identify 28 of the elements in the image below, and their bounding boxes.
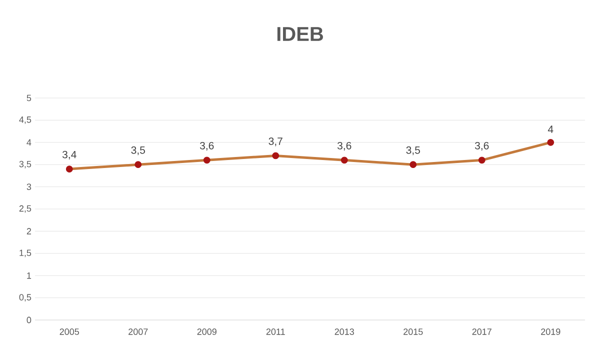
y-tick-label: 2,5 [19,205,32,213]
y-tick-label: 4,5 [19,116,32,124]
data-label: 3,5 [406,146,420,156]
y-tick-label: 1,5 [20,250,32,258]
data-label: 3,7 [268,138,282,146]
x-tick-label: 2011 [266,328,285,335]
x-tick-label: 2009 [197,328,216,335]
y-tick-label: 0 [26,316,32,324]
y-tick-label: 0,5 [19,294,32,302]
x-tick-label: 2013 [334,328,354,335]
y-tick-label: 5 [26,94,32,102]
x-tick-label: 2007 [128,328,148,335]
y-tick-label: 4 [26,139,32,146]
chart-title: IDEB [277,27,323,41]
x-tick-label: 2017 [472,328,492,335]
y-tick-label: 2 [26,228,32,234]
y-tick-label: 3 [26,184,32,190]
data-label: 3,6 [474,142,489,151]
y-tick-label: 1 [27,272,32,279]
x-tick-label: 2015 [404,328,423,335]
data-label: 3,5 [131,146,145,156]
x-tick-label: 2005 [60,328,80,335]
data-label: 4 [548,126,554,133]
data-label: 3,6 [200,142,214,151]
data-label: 3,4 [62,150,76,160]
x-tick-label: 2019 [541,328,560,335]
data-label: 3,6 [337,142,352,151]
y-tick-label: 3,5 [19,160,32,168]
